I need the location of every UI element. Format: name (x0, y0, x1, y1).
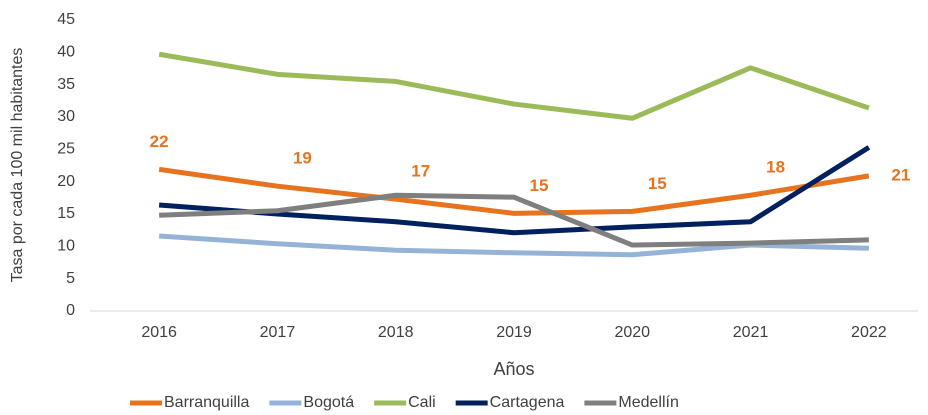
x-axis-label: Años (493, 359, 534, 379)
series-line (158, 233, 869, 258)
x-tick-label: 2022 (851, 324, 887, 341)
legend-label: Barranquilla (164, 394, 249, 411)
y-tick-label: 0 (66, 302, 75, 319)
x-tick-label: 2019 (496, 324, 532, 341)
y-tick-label: 20 (57, 173, 75, 190)
legend-label: Cali (408, 394, 436, 411)
y-tick-label: 15 (57, 205, 75, 222)
series-line (158, 145, 871, 236)
x-tick-label: 2021 (733, 324, 769, 341)
y-axis-label: Tasa por cada 100 mil habitantes (9, 48, 26, 283)
legend-label: Cartagena (490, 394, 565, 411)
x-tick-label: 2016 (141, 324, 177, 341)
data-label: 21 (891, 165, 910, 184)
series-line (159, 192, 869, 248)
y-tick-label: 35 (57, 76, 75, 93)
y-tick-label: 40 (57, 44, 75, 61)
x-tick-label: 2017 (260, 324, 296, 341)
x-tick-label: 2020 (614, 324, 650, 341)
data-label: 17 (411, 162, 430, 181)
data-label: 19 (293, 149, 312, 168)
legend-label: Medellín (618, 394, 678, 411)
data-label: 15 (530, 176, 549, 195)
data-label: 18 (766, 158, 785, 177)
y-tick-label: 30 (57, 108, 75, 125)
data-label: 15 (648, 174, 667, 193)
series-line (158, 166, 870, 216)
y-tick-label: 25 (57, 141, 75, 158)
data-label: 22 (150, 132, 169, 151)
y-tick-label: 5 (66, 270, 75, 287)
x-tick-label: 2018 (378, 324, 414, 341)
y-tick-label: 10 (57, 238, 75, 255)
series-line (158, 51, 870, 121)
y-tick-label: 45 (57, 11, 75, 28)
legend-label: Bogotá (303, 394, 354, 411)
